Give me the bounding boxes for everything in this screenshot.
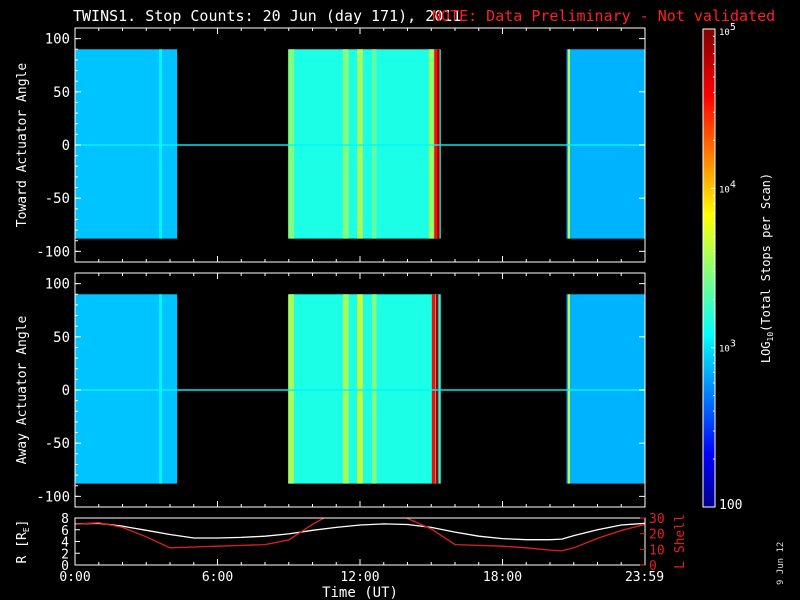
- x-tick-label: 0:00: [59, 570, 90, 585]
- colorbar-tick-base: 10: [719, 28, 730, 38]
- data-stripe: [342, 294, 349, 484]
- y-tick-label: 100: [45, 277, 70, 293]
- left-tick-label: 8: [61, 512, 69, 527]
- preliminary-note: NOTE: Data Preliminary - Not validated: [432, 7, 776, 25]
- y-tick-label: -100: [36, 489, 70, 505]
- data-stripe: [371, 49, 377, 239]
- data-segment: [566, 49, 645, 239]
- data-stripe: [357, 49, 363, 239]
- left-tick-label: 4: [61, 536, 69, 551]
- x-axis-label: Time (UT): [322, 585, 398, 600]
- right-tick-label: 20: [649, 528, 665, 543]
- colorbar-tick-exponent: 3: [730, 339, 736, 350]
- x-tick-label: 18:00: [483, 570, 522, 585]
- left-axis-label-sub: E: [22, 527, 31, 532]
- colorbar-tick-label: 103: [719, 339, 736, 355]
- y-tick-label: 0: [62, 383, 70, 399]
- left-axis-label: R [RE]: [15, 520, 31, 564]
- y-tick-label: -50: [45, 436, 70, 452]
- data-stripe: [288, 49, 295, 239]
- x-tick-label: 12:00: [340, 570, 379, 585]
- orbit-bg: [75, 518, 645, 565]
- y-tick-label: -100: [36, 244, 70, 260]
- y-tick-label: 0: [62, 138, 70, 154]
- left-axis-label-close: ]: [15, 520, 30, 528]
- left-tick-label: 6: [61, 524, 69, 539]
- data-stripe: [371, 294, 377, 484]
- colorbar-tick-base: 100: [719, 498, 742, 513]
- y-tick-label: 50: [53, 330, 70, 346]
- data-segment: [566, 294, 645, 484]
- colorbar-tick-label: 105: [719, 22, 736, 38]
- right-tick-label: 30: [649, 512, 665, 527]
- page-title: TWINS1. Stop Counts: 20 Jun (day 171), 2…: [73, 7, 462, 25]
- left-axis-label-main: R [R: [15, 532, 30, 563]
- right-axis-label: L Shell: [673, 514, 688, 569]
- data-stripe: [436, 294, 439, 484]
- left-tick-label: 0: [61, 559, 69, 574]
- colorbar-scale: [702, 28, 716, 508]
- y-tick-label: 50: [53, 85, 70, 101]
- y-tick-label: -50: [45, 191, 70, 207]
- date-stamp: 9 Jun 12: [776, 541, 786, 585]
- colorbar-tick-label: 100: [719, 498, 742, 513]
- y-tick-label: 100: [45, 32, 70, 48]
- y-axis-label: Toward Actuator Angle: [15, 63, 30, 228]
- data-stripe: [568, 294, 570, 484]
- title-bar: TWINS1. Stop Counts: 20 Jun (day 171), 2…: [0, 0, 800, 28]
- data-stripe: [342, 49, 349, 239]
- x-tick-label: 23:59: [625, 570, 664, 585]
- colorbar-tick-label: 104: [719, 179, 736, 195]
- data-stripe: [568, 49, 570, 239]
- colorbar-tick-base: 10: [719, 345, 730, 355]
- right-tick-label: 10: [649, 543, 665, 558]
- away-angle-panel: -100 -50 0 50 100 Away Actuator Angle: [15, 272, 646, 508]
- data-stripe: [357, 294, 363, 484]
- colorbar-tick-base: 10: [719, 185, 730, 195]
- data-segment: [288, 294, 441, 484]
- colorbar-label-sub: 10: [766, 332, 775, 342]
- toward-angle-panel: -100 -50 0 50 100 Toward Actuator Angle: [15, 27, 646, 263]
- right-tick-label: 0: [649, 559, 657, 574]
- lshell-series-line: [75, 518, 645, 552]
- data-stripe: [159, 49, 162, 239]
- colorbar-label-prefix: LOG: [759, 341, 773, 363]
- left-tick-label: 2: [61, 547, 69, 562]
- colorbar-tick-exponent: 5: [730, 22, 736, 33]
- data-segment: [288, 49, 441, 239]
- data-stripe: [437, 49, 440, 239]
- data-stripe: [159, 294, 162, 484]
- radius-series-line: [75, 522, 645, 541]
- colorbar-label-rest: (Total Stops per Scan): [759, 173, 773, 332]
- colorbar-label: LOG10(Total Stops per Scan): [759, 173, 775, 363]
- data-stripe: [434, 49, 438, 239]
- data-stripe: [288, 294, 295, 484]
- colorbar-tick-exponent: 4: [730, 179, 736, 190]
- y-axis-label: Away Actuator Angle: [15, 315, 30, 464]
- data-stripe: [428, 49, 434, 239]
- x-tick-label: 6:00: [202, 570, 233, 585]
- data-stripe: [431, 294, 436, 484]
